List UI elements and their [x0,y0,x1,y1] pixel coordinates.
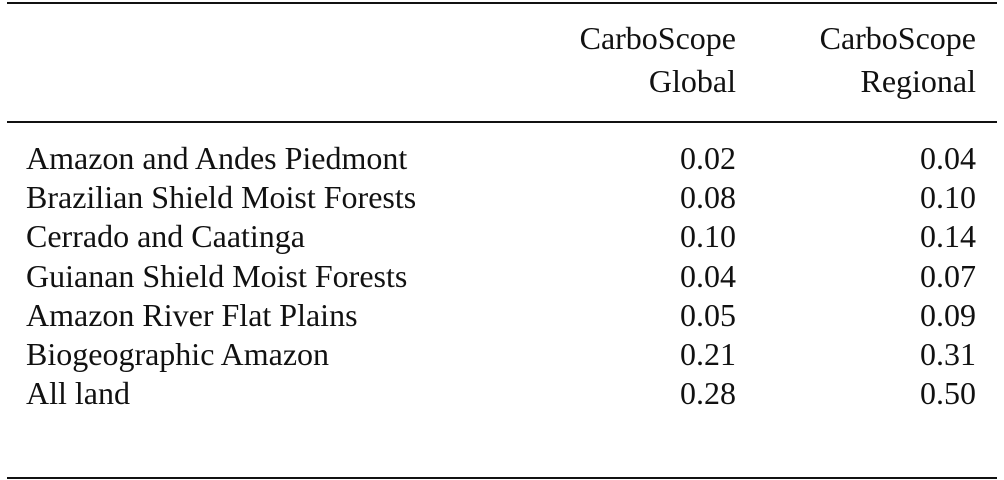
row-value-global: 0.08 [680,179,736,215]
row-value-regional: 0.14 [920,218,976,254]
top-rule [7,2,997,4]
row-label: Amazon and Andes Piedmont [26,140,408,176]
row-value-regional: 0.31 [920,336,976,372]
header-global-line1: CarboScope [579,20,736,56]
row-label: Amazon River Flat Plains [26,297,358,333]
row-label: All land [26,375,130,411]
row-value-regional: 0.50 [920,375,976,411]
row-value-global: 0.21 [680,336,736,372]
row-label: Brazilian Shield Moist Forests [26,179,417,215]
row-value-global: 0.02 [680,140,736,176]
row-value-global: 0.04 [680,258,736,294]
row-value-regional: 0.10 [920,179,976,215]
row-value-global: 0.05 [680,297,736,333]
row-value-regional: 0.04 [920,140,976,176]
header-regional-line2: Regional [860,63,976,99]
row-value-regional: 0.09 [920,297,976,333]
header-rule [7,121,997,123]
row-label: Biogeographic Amazon [26,336,330,372]
row-value-regional: 0.07 [920,258,976,294]
row-value-global: 0.28 [680,375,736,411]
header-regional-line1: CarboScope [819,20,976,56]
bottom-rule [7,477,997,479]
header-global-line2: Global [648,63,736,99]
row-label: Guianan Shield Moist Forests [26,258,408,294]
row-value-global: 0.10 [680,218,736,254]
row-label: Cerrado and Caatinga [26,218,305,254]
